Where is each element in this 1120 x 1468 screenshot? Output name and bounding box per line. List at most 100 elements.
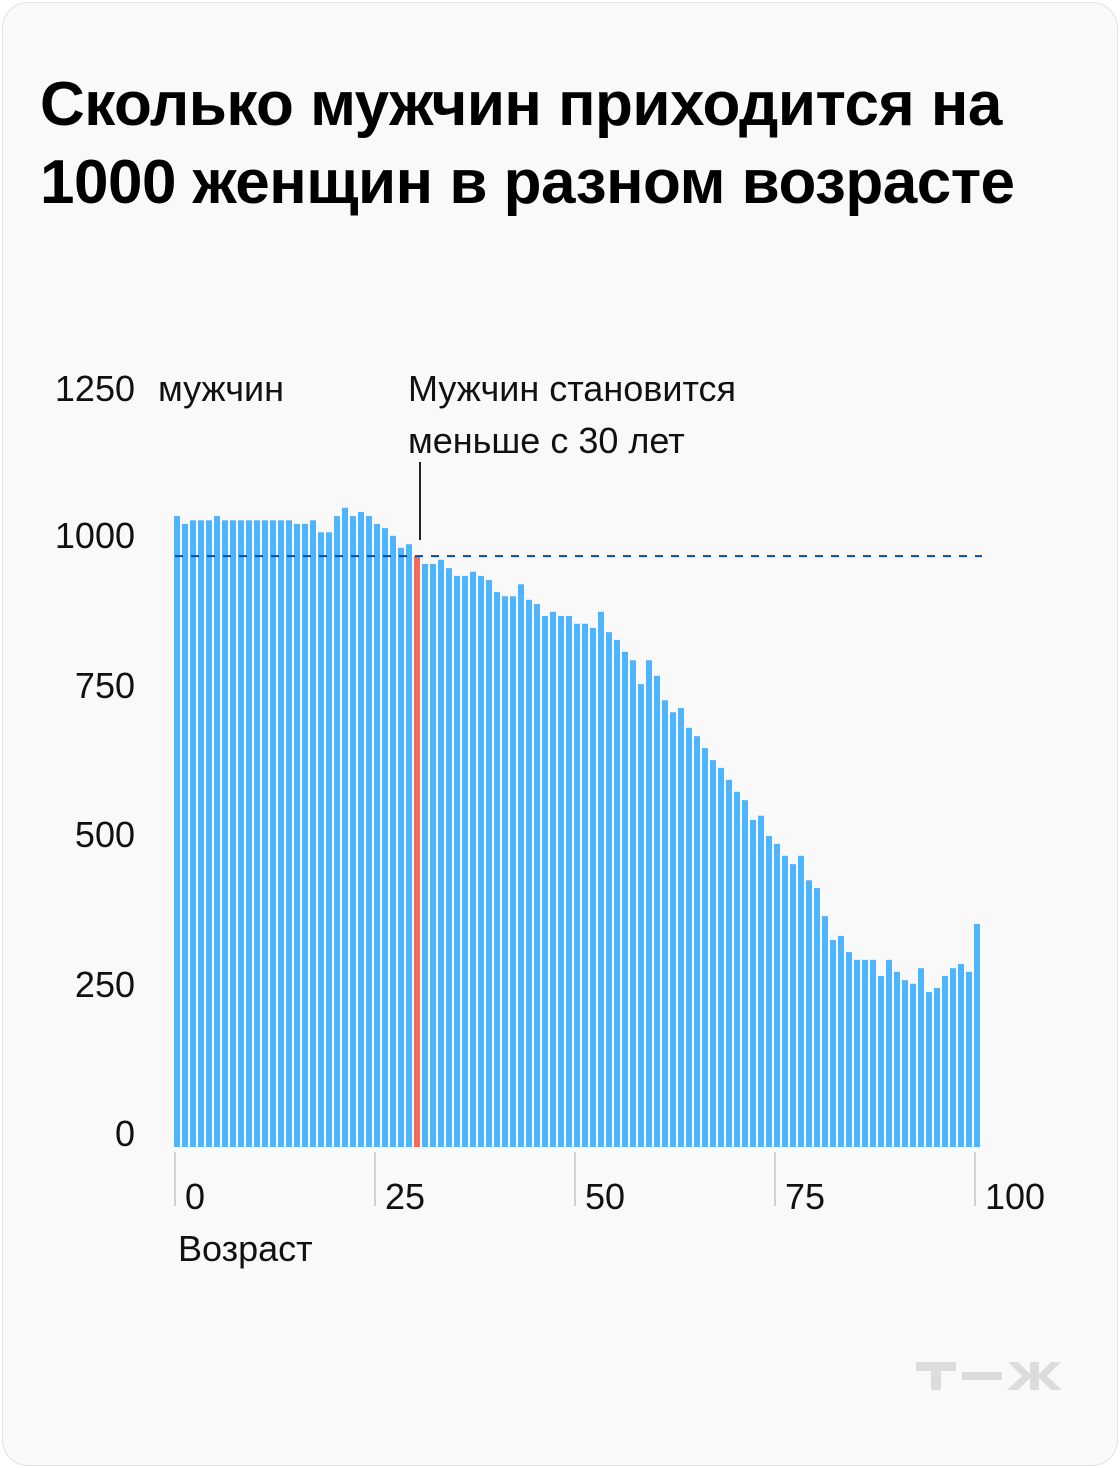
bar — [526, 599, 532, 1147]
bar — [670, 712, 676, 1147]
bar — [726, 779, 732, 1147]
tzh-logo-icon — [916, 1362, 1062, 1390]
bar — [766, 836, 772, 1147]
bar — [702, 748, 708, 1147]
y-tick-label: 1250 — [54, 368, 135, 409]
bar — [862, 959, 868, 1147]
chart-title: Сколько мужчин приходится на 1000 женщин… — [40, 70, 1015, 217]
bar — [182, 523, 188, 1147]
bar — [350, 516, 356, 1147]
y-axis-label: мужчин — [158, 368, 284, 409]
x-tick-label: 50 — [585, 1176, 626, 1217]
bar — [958, 964, 964, 1147]
highlight-bar — [414, 556, 420, 1147]
bar — [606, 632, 612, 1147]
bar — [318, 532, 324, 1147]
bar — [422, 563, 428, 1147]
bar — [262, 520, 268, 1147]
bar — [310, 520, 316, 1147]
bar — [366, 516, 372, 1147]
bar — [798, 855, 804, 1147]
bar — [174, 516, 180, 1147]
bar — [718, 767, 724, 1147]
annotation-line-1: Мужчин становится — [408, 368, 737, 409]
bar — [502, 596, 508, 1147]
bar — [326, 532, 332, 1147]
bar — [806, 880, 812, 1147]
bar — [630, 660, 636, 1147]
bar — [334, 516, 340, 1147]
bar — [814, 888, 820, 1147]
bar — [510, 596, 516, 1147]
bar — [934, 987, 940, 1147]
bar — [374, 523, 380, 1147]
bar — [486, 580, 492, 1147]
bar — [838, 935, 844, 1147]
bar — [734, 791, 740, 1147]
bar — [774, 843, 780, 1147]
bar — [238, 520, 244, 1147]
bar — [590, 627, 596, 1147]
bar — [758, 815, 764, 1147]
bar — [566, 615, 572, 1147]
bar — [574, 623, 580, 1147]
bar — [686, 727, 692, 1147]
bar — [622, 651, 628, 1147]
x-tick-label: 100 — [985, 1176, 1046, 1217]
bar — [398, 547, 404, 1147]
bar — [910, 983, 916, 1147]
bar — [678, 708, 684, 1147]
bar — [950, 968, 956, 1147]
x-tick-label: 75 — [785, 1176, 826, 1217]
bar — [470, 571, 476, 1147]
x-axis-label: Возраст — [178, 1228, 313, 1269]
bar — [550, 611, 556, 1147]
bar — [358, 511, 364, 1147]
bar — [190, 520, 196, 1147]
bar — [966, 971, 972, 1147]
bar — [926, 992, 932, 1147]
bar — [430, 563, 436, 1147]
bar — [846, 952, 852, 1147]
bar — [942, 975, 948, 1147]
bar — [710, 760, 716, 1147]
bar — [534, 604, 540, 1147]
bar — [582, 623, 588, 1147]
bar — [886, 959, 892, 1147]
bar — [270, 520, 276, 1147]
bar — [406, 544, 412, 1147]
bar — [878, 975, 884, 1147]
bar — [214, 516, 220, 1147]
bar — [894, 971, 900, 1147]
bar — [446, 568, 452, 1147]
bar — [494, 592, 500, 1147]
bar — [462, 575, 468, 1147]
bar — [302, 523, 308, 1147]
y-tick-label: 750 — [74, 664, 135, 706]
bar — [542, 615, 548, 1147]
bar — [854, 959, 860, 1147]
bar — [830, 940, 836, 1147]
y-tick-label: 250 — [74, 963, 135, 1005]
bar — [198, 520, 204, 1147]
bar — [662, 700, 668, 1147]
bar — [646, 660, 652, 1147]
bar — [246, 520, 252, 1147]
bar — [254, 520, 260, 1147]
annotation-line-2: меньше с 30 лет — [408, 420, 685, 461]
bar — [342, 507, 348, 1147]
bar — [654, 675, 660, 1147]
bar — [286, 520, 292, 1147]
bar — [750, 819, 756, 1147]
y-tick-label: 0 — [114, 1113, 135, 1154]
bar — [694, 736, 700, 1147]
bar — [278, 520, 284, 1147]
bar — [598, 611, 604, 1147]
bar — [294, 523, 300, 1147]
bar — [918, 968, 924, 1147]
bar — [558, 615, 564, 1147]
bar — [822, 916, 828, 1147]
bar — [518, 584, 524, 1147]
